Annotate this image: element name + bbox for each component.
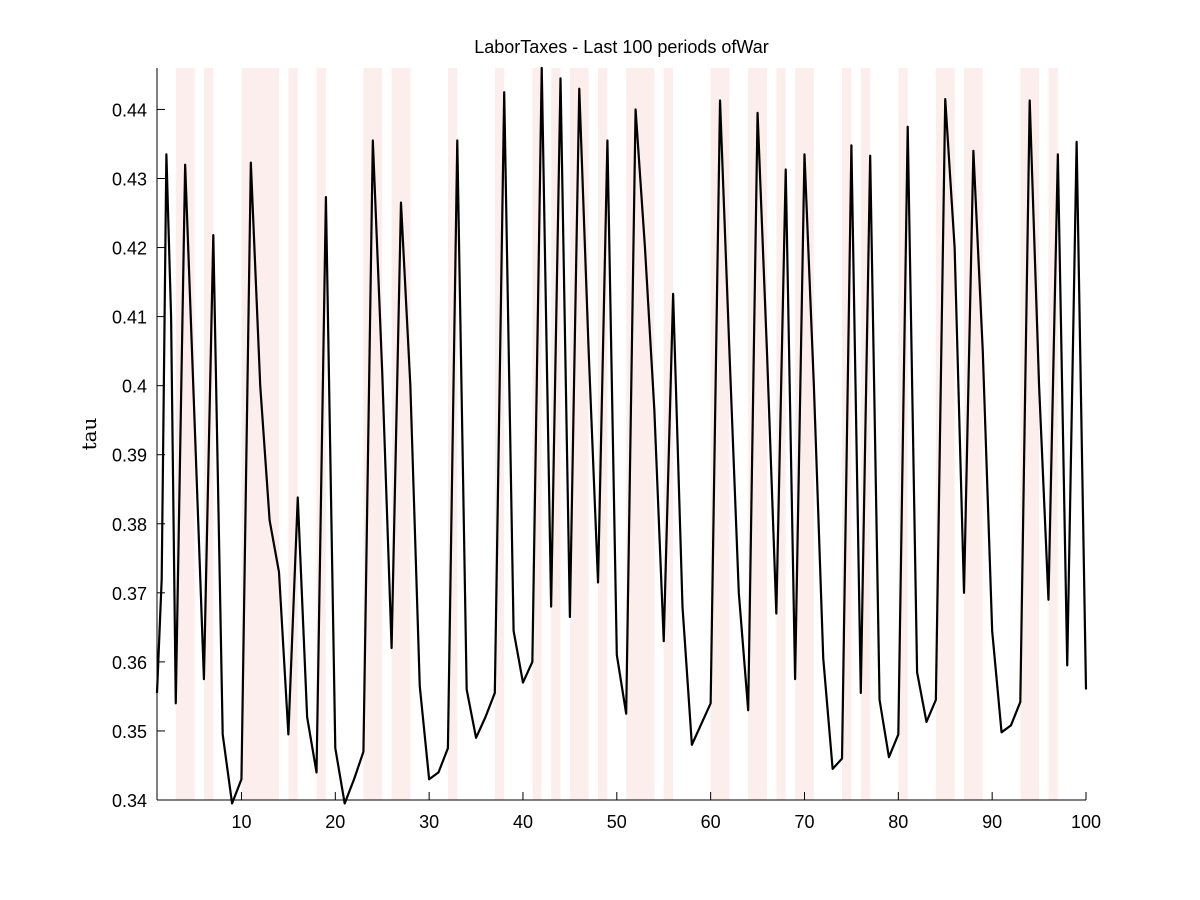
war-period-band xyxy=(1048,68,1058,800)
series-line-tau xyxy=(155,66,1088,805)
x-tick-label: 30 xyxy=(419,812,439,832)
x-tick-label: 90 xyxy=(982,812,1002,832)
y-tick-label: 0.35 xyxy=(112,722,147,742)
x-tick-label: 50 xyxy=(607,812,627,832)
x-tick-label: 40 xyxy=(513,812,533,832)
war-period-band xyxy=(710,68,730,800)
x-tick-label: 20 xyxy=(325,812,345,832)
y-tick-label: 0.34 xyxy=(112,791,147,811)
y-tick-label: 0.38 xyxy=(112,515,147,535)
x-tick-label: 10 xyxy=(231,812,251,832)
war-period-band xyxy=(391,68,411,800)
x-tick-label: 70 xyxy=(794,812,814,832)
war-period-band xyxy=(288,68,298,800)
y-tick-label: 0.39 xyxy=(112,446,147,466)
y-tick-label: 0.41 xyxy=(112,308,147,328)
war-period-band xyxy=(598,68,608,800)
y-tick-label: 0.42 xyxy=(112,239,147,259)
war-period-band xyxy=(1020,68,1040,800)
y-tick-label: 0.36 xyxy=(112,653,147,673)
chart-title: LaborTaxes - Last 100 periods ofWar xyxy=(474,37,769,57)
y-tick-label: 0.44 xyxy=(112,100,147,120)
war-period-band xyxy=(935,68,955,800)
war-period-band xyxy=(175,68,195,800)
y-axis-label: tau xyxy=(77,417,101,450)
y-tick-label: 0.37 xyxy=(112,584,147,604)
war-period-band xyxy=(569,68,589,800)
x-tick-label: 60 xyxy=(701,812,721,832)
y-tick-label: 0.4 xyxy=(122,377,147,397)
war-period-band xyxy=(551,68,561,800)
y-tick-label: 0.43 xyxy=(112,169,147,189)
war-shading-layer xyxy=(175,68,1058,800)
x-tick-label: 80 xyxy=(888,812,908,832)
ticks-layer: 10 20 30 40 50 60 70 80 90 100 0.34 0.35 0.36 0.37 0.3… xyxy=(112,100,1101,832)
x-tick-label: 100 xyxy=(1071,812,1101,832)
